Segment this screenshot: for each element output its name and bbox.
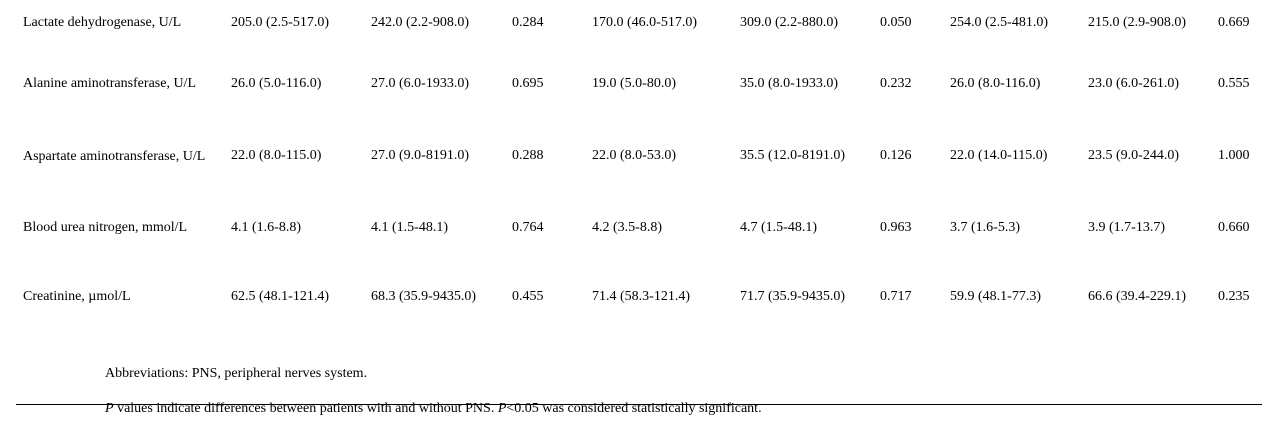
table-cell: 4.7 (1.5-48.1) — [740, 220, 817, 235]
table-cell: 26.0 (5.0-116.0) — [231, 75, 322, 91]
table-cell: 0.455 — [512, 289, 544, 304]
table-cell: 4.2 (3.5-8.8) — [592, 220, 662, 235]
table-cell: 22.0 (14.0-115.0) — [950, 148, 1048, 163]
table-cell: 4.1 (1.6-8.8) — [231, 220, 301, 235]
table-cell: 0.660 — [1218, 220, 1250, 235]
table-cell: 3.7 (1.6-5.3) — [950, 220, 1020, 235]
table-body: Lactate dehydrogenase, U/L 205.0 (2.5-51… — [16, 0, 1262, 405]
table-cell: 59.9 (48.1-77.3) — [950, 289, 1041, 304]
lab-results-table: Lactate dehydrogenase, U/L 205.0 (2.5-51… — [16, 0, 1262, 405]
spacer-cell — [1211, 329, 1262, 404]
table-cell: 0.235 — [1218, 289, 1250, 304]
table-cell: 35.0 (8.0-1933.0) — [740, 75, 838, 91]
table-cell: 0.126 — [880, 148, 912, 163]
rule-segment — [584, 403, 733, 405]
row-label: Creatinine, µmol/L — [23, 289, 131, 304]
table-cell: 26.0 (8.0-116.0) — [950, 75, 1041, 91]
table-cell: 0.555 — [1218, 75, 1250, 91]
rule-segment — [223, 403, 364, 405]
p-symbol: P — [105, 401, 114, 416]
table-footnotes: Abbreviations: PNS, peripheral nerves sy… — [105, 365, 1205, 435]
table-cell: 66.6 (39.4-229.1) — [1088, 289, 1186, 304]
rule-segment — [16, 403, 224, 405]
row-label: Alanine aminotransferase, U/L — [23, 75, 196, 91]
table-cell: 23.0 (6.0-261.0) — [1088, 75, 1179, 91]
table-cell: 27.0 (6.0-1933.0) — [371, 75, 469, 91]
table-bottom-rule — [16, 403, 1262, 405]
table-cell: 22.0 (8.0-53.0) — [592, 148, 676, 163]
p-value-text: values indicate differences between pati… — [113, 401, 498, 416]
rule-segment — [872, 403, 943, 405]
table-cell: 1.000 — [1218, 148, 1250, 163]
table-cell: 68.3 (35.9-9435.0) — [371, 289, 476, 304]
table-cell: 4.1 (1.5-48.1) — [371, 220, 448, 235]
table-cell: 0.764 — [512, 220, 544, 235]
table-cell: 205.0 (2.5-517.0) — [231, 15, 329, 30]
table-cell: 27.0 (9.0-8191.0) — [371, 148, 469, 163]
table-cell: 35.5 (12.0-8191.0) — [740, 148, 845, 163]
table-cell: 0.717 — [880, 289, 912, 304]
table-cell: 170.0 (46.0-517.0) — [592, 15, 697, 30]
table-cell: 0.050 — [880, 15, 912, 30]
table-cell: 71.7 (35.9-9435.0) — [740, 289, 845, 304]
table-cell: 0.232 — [880, 75, 912, 91]
p-symbol: P — [497, 401, 507, 416]
row-label: Lactate dehydrogenase, U/L — [23, 15, 182, 30]
table-cell: 242.0 (2.2-908.0) — [371, 15, 469, 30]
rule-segment — [942, 403, 1081, 405]
table-cell: 62.5 (48.1-121.4) — [231, 289, 329, 304]
rule-segment — [1080, 403, 1211, 405]
row-label: Blood urea nitrogen, mmol/L — [23, 220, 188, 235]
lab-results-table-container: Lactate dehydrogenase, U/L 205.0 (2.5-51… — [16, 0, 1262, 405]
table-cell: 0.288 — [512, 148, 544, 163]
table-row: Aspartate aminotransferase, U/L 22.0 (8.… — [16, 121, 1262, 191]
abbreviations-note: Abbreviations: PNS, peripheral nerves sy… — [105, 366, 368, 381]
table-cell: 0.669 — [1218, 15, 1250, 30]
table-cell: 22.0 (8.0-115.0) — [231, 148, 322, 163]
table-row: Creatinine, µmol/L 62.5 (48.1-121.4) 68.… — [16, 265, 1262, 329]
row-label: Aspartate aminotransferase, U/L — [23, 148, 206, 164]
table-cell: 0.963 — [880, 220, 912, 235]
significance-text: <0.05 was considered statistically signi… — [506, 401, 762, 416]
p-value-note: P values indicate differences between pa… — [105, 400, 1205, 418]
table-cell: 215.0 (2.9-908.0) — [1088, 15, 1186, 30]
table-row: Lactate dehydrogenase, U/L 205.0 (2.5-51… — [16, 0, 1262, 46]
table-cell: 254.0 (2.5-481.0) — [950, 15, 1048, 30]
table-cell: 71.4 (58.3-121.4) — [592, 289, 690, 304]
table-row: Alanine aminotransferase, U/L 26.0 (5.0-… — [16, 46, 1262, 121]
table-cell: 0.695 — [512, 75, 544, 91]
rule-segment — [363, 403, 505, 405]
table-cell: 309.0 (2.2-880.0) — [740, 15, 838, 30]
table-cell: 23.5 (9.0-244.0) — [1088, 148, 1179, 163]
table-cell: 19.0 (5.0-80.0) — [592, 75, 676, 91]
table-cell: 0.284 — [512, 15, 544, 30]
rule-segment — [504, 403, 585, 405]
rule-segment — [732, 403, 873, 405]
table-cell: 3.9 (1.7-13.7) — [1088, 220, 1165, 235]
table-row: Blood urea nitrogen, mmol/L 4.1 (1.6-8.8… — [16, 191, 1262, 265]
rule-segment — [1210, 403, 1262, 405]
